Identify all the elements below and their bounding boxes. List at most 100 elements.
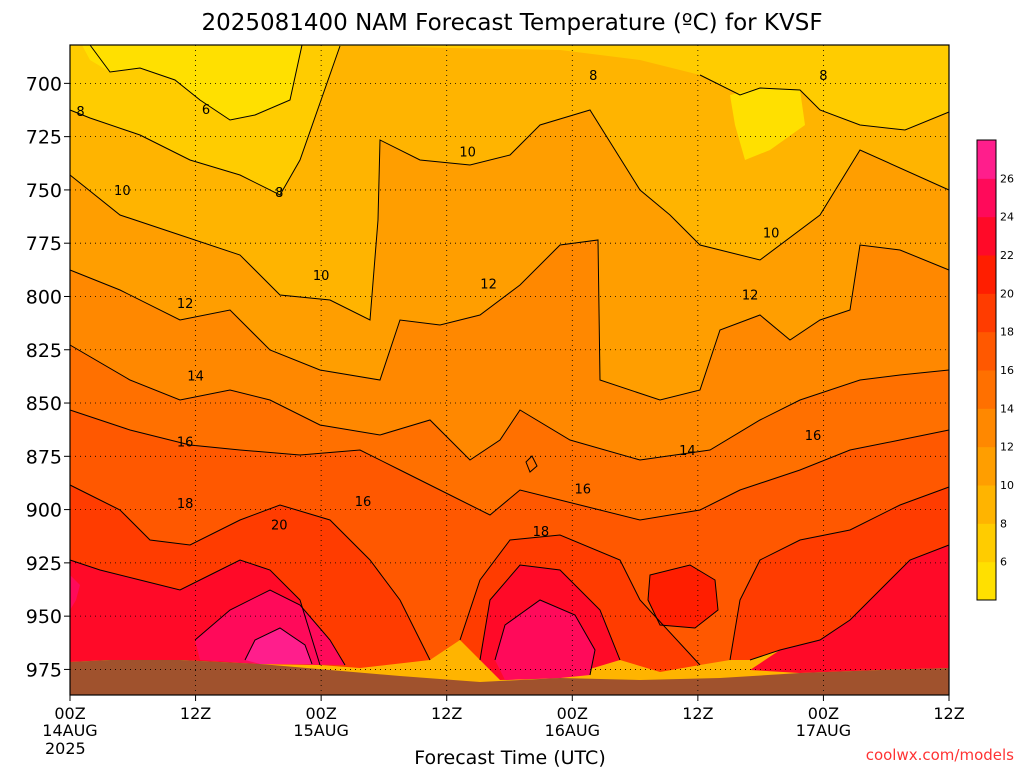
- contour-label: 16: [805, 429, 822, 444]
- colorbar-swatch: [977, 331, 996, 371]
- isotherm-line: [69, 109, 950, 321]
- isotherm-line: [647, 564, 719, 629]
- isotherm-line: [69, 559, 321, 666]
- isotherm-line: [69, 484, 431, 661]
- plot-area: 8 6 8 8 8 10 10 10 10 12 12 12 14 14 16 16 16 16 18 18 20: [69, 44, 950, 696]
- contour-label: 10: [114, 184, 131, 199]
- x-tick-year: 2025: [45, 739, 86, 758]
- temperature-band: [70, 110, 949, 400]
- temperature-band: [460, 535, 700, 672]
- contour-label: 12: [177, 297, 194, 312]
- colorbar-tick-label: 8: [1000, 517, 1007, 530]
- temperature-band: [730, 88, 805, 160]
- colorbar-swatch: [977, 216, 996, 256]
- y-tick-label: 725: [26, 127, 62, 149]
- contour-label: 18: [533, 525, 550, 540]
- isotherm-line: [479, 564, 621, 661]
- contour-label: 18: [177, 497, 194, 512]
- temperature-bands: [70, 45, 949, 680]
- y-tick-label: 900: [26, 500, 62, 522]
- x-tick-date: 15AUG: [293, 721, 348, 740]
- y-tick-label: 975: [26, 659, 62, 681]
- temperature-band: [70, 240, 949, 460]
- colorbar-swatch: [977, 485, 996, 524]
- contour-label: 16: [574, 482, 591, 497]
- colorbar-tick-label: 6: [1000, 556, 1007, 569]
- x-tick-label: 12Z: [431, 704, 462, 723]
- contour-label: 16: [355, 495, 372, 510]
- isotherm-line: [494, 599, 596, 676]
- isotherm-line: [749, 544, 950, 661]
- temperature-band: [730, 487, 949, 660]
- contour-label: 10: [313, 269, 330, 284]
- contour-label: 14: [679, 444, 696, 459]
- colorbar-tick-label: 22: [1000, 249, 1014, 262]
- chart-title: 2025081400 NAM Forecast Temperature (ºC)…: [201, 10, 822, 36]
- colorbar-swatch: [977, 178, 996, 218]
- colorbar: 6 8 10 12 14 16 18 20 22 24 26: [976, 139, 1014, 601]
- y-tick-label: 875: [26, 446, 62, 468]
- colorbar-swatch: [977, 293, 996, 333]
- colorbar-swatch: [977, 408, 996, 448]
- temperature-band: [70, 345, 949, 520]
- x-tick-label: 00Z: [54, 704, 85, 723]
- y-tick-label: 775: [26, 233, 62, 255]
- temperature-band: [82, 45, 302, 120]
- isotherm-line: [69, 45, 341, 196]
- x-tick-date: 16AUG: [545, 721, 600, 740]
- temperature-band: [70, 410, 949, 665]
- isotherm-line: [459, 534, 701, 666]
- colorbar-tick-label: 18: [1000, 326, 1014, 339]
- isotherm-line: [194, 589, 346, 666]
- contour-label: 16: [177, 435, 194, 450]
- y-tick-label: 950: [26, 606, 62, 628]
- isotherm-line: [69, 409, 950, 521]
- colorbar-swatch: [977, 140, 996, 179]
- colorbar-tick-label: 12: [1000, 441, 1014, 454]
- colorbar-swatch: [977, 446, 996, 486]
- temperature-band: [495, 600, 595, 680]
- y-tick-label: 825: [26, 340, 62, 362]
- colorbar-frame: [976, 139, 997, 601]
- colorbar-tick-label: 14: [1000, 402, 1014, 415]
- colorbar-tick-label: 16: [1000, 364, 1014, 377]
- x-tick-label: 12Z: [180, 704, 211, 723]
- credit-text: coolwx.com/models: [866, 746, 1014, 764]
- contour-label: 14: [187, 369, 204, 384]
- contour-label: 20: [271, 519, 288, 534]
- colorbar-swatch: [977, 561, 996, 601]
- isotherm-line: [69, 344, 950, 461]
- isotherm-line: [699, 74, 950, 131]
- x-tick-label: 00Z: [305, 704, 336, 723]
- x-tick-label: 12Z: [682, 704, 713, 723]
- temperature-band: [70, 485, 430, 668]
- temperature-band: [648, 565, 718, 628]
- contour-label: 8: [589, 69, 597, 84]
- y-tick-label: 800: [26, 286, 62, 308]
- colorbar-tick-label: 26: [1000, 172, 1014, 185]
- x-axis-label: Forecast Time (UTC): [414, 747, 605, 768]
- colorbar-swatch: [977, 370, 996, 409]
- isotherm-line: [729, 486, 950, 661]
- colorbar-tick-label: 10: [1000, 479, 1014, 492]
- contour-labels: 8 6 8 8 8 10 10 10 10 12 12 12 14 14 16 16 16 16 18 18 20: [76, 69, 827, 540]
- isotherm-line: [244, 627, 313, 665]
- contour-label: 8: [819, 69, 827, 84]
- contour-label: 8: [76, 105, 84, 120]
- colorbar-tick-label: 24: [1000, 211, 1014, 224]
- isotherm-line: [89, 44, 303, 121]
- plot-frame: [69, 44, 950, 696]
- y-tick-label: 925: [26, 553, 62, 575]
- y-tick-label: 850: [26, 393, 62, 415]
- contour-label: 6: [202, 103, 210, 118]
- y-axis: 700 725 750 775 800 825 850 875 900 925 950 975: [26, 73, 70, 681]
- colorbar-tick-label: 20: [1000, 287, 1014, 300]
- contour-label: 10: [459, 146, 476, 161]
- x-tick-date: 17AUG: [796, 721, 851, 740]
- contour-label: 8: [275, 186, 283, 201]
- x-tick-label: 00Z: [557, 704, 588, 723]
- contour-label: 12: [480, 278, 497, 293]
- y-tick-label: 700: [26, 73, 62, 95]
- contour-label: 12: [742, 288, 759, 303]
